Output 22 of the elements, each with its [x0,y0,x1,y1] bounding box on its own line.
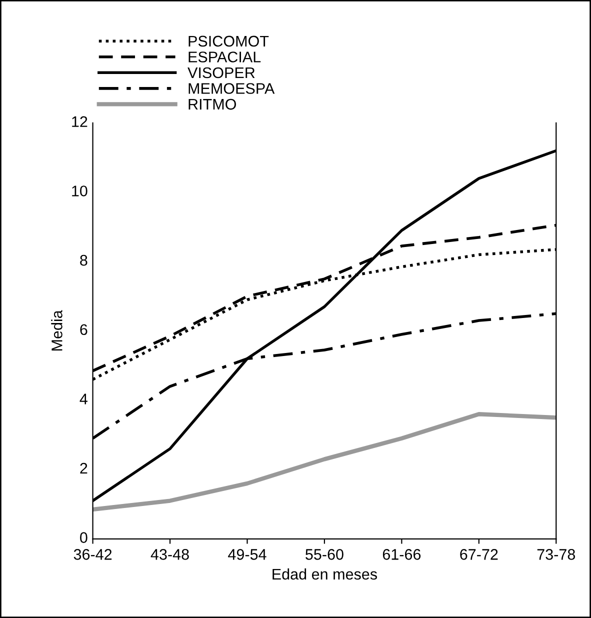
line-series [92,412,556,512]
y-tick-label: 12 [72,116,88,127]
x-tick-label: 43-48 [150,549,189,560]
y-tick-label: 0 [80,532,88,543]
x-tick-label: 67-72 [460,549,498,560]
legend-label: PSICOMOT [188,36,269,47]
y-tick-label: 6 [80,324,88,336]
legend-label: RITMO [188,98,236,110]
x-tick-label: 36-42 [74,549,112,560]
y-axis-title: Media [51,310,62,350]
y-tick-label: 8 [80,254,88,266]
x-tick-label: 49-54 [228,549,266,560]
y-tick-label: 10 [72,186,88,196]
x-tick-label: 61-66 [382,549,421,560]
legend-label: VISOPER [188,67,255,78]
x-axis-title: Edad en meses [272,568,377,580]
x-tick-label: 73-78 [537,549,576,560]
y-tick-label: 4 [80,394,88,404]
y-tick-label: 2 [80,462,88,474]
legend-label: ESPACIAL [188,52,261,62]
x-tick-label: 55-60 [306,549,344,560]
legend-label: MEMOESPA [188,83,275,94]
